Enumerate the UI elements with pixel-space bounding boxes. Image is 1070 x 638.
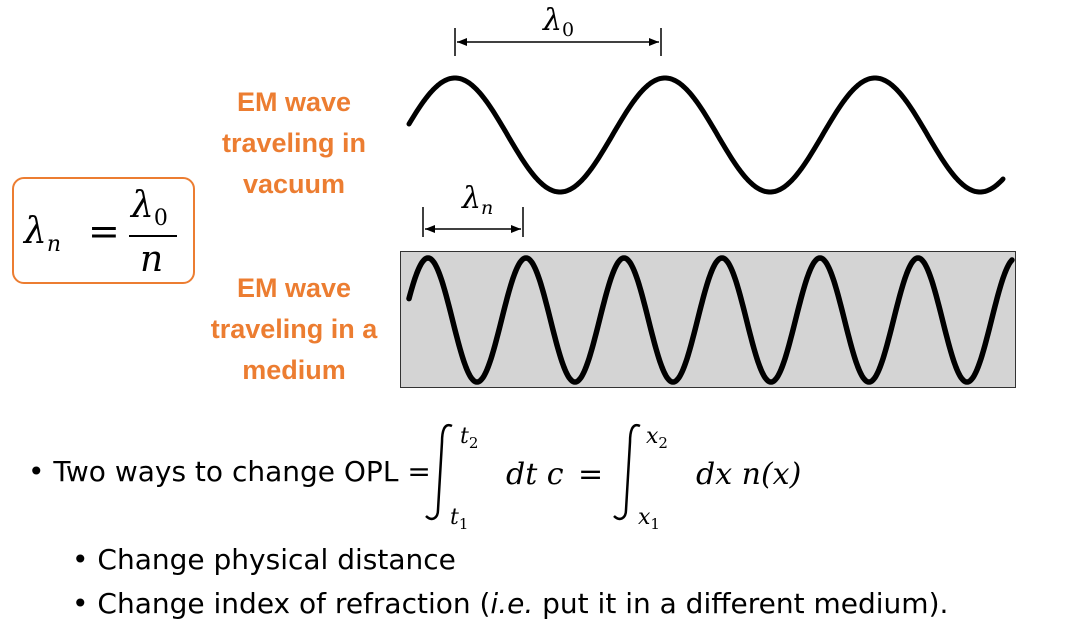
sub-bullet-physical-distance: • Change physical distance [72, 543, 456, 576]
formula-lhs-base: λ [24, 211, 47, 252]
vacuum-wave-label: EM wave traveling in vacuum [196, 82, 392, 205]
integral2-lower-limit: x1 [638, 505, 660, 530]
vacuum-wave [406, 75, 1006, 195]
vacuum-label-line-1: EM wave [236, 87, 352, 117]
integral-sign-1 [425, 423, 453, 521]
sub-bullet-text-after: put it in a different medium). [533, 587, 949, 620]
formula-lhs: λn [24, 211, 61, 257]
formula-numerator: λ0 [131, 185, 168, 231]
integral-sign-2 [613, 423, 641, 521]
medium-arrowhead-left [425, 225, 435, 233]
vacuum-arrowhead-right [649, 38, 659, 46]
integral1-upper-limit: t2 [460, 424, 478, 452]
medium-wave-diagram: λn [400, 185, 1016, 388]
medium-label-line-2: traveling in a [210, 314, 378, 344]
integrand-1: dt c [506, 457, 564, 492]
medium-arrowhead-right [511, 225, 521, 233]
medium-label-line-3: medium [242, 355, 346, 385]
formula-numerator-base: λ [131, 185, 154, 226]
equals-sign: = [578, 457, 603, 492]
integral2-upper-limit: x2 [646, 424, 668, 452]
medium-wave-label: EM wave traveling in a medium [196, 268, 392, 391]
sub-bullet-text-before: Change index of refraction ( [97, 587, 491, 620]
formula-lhs-sub: n [46, 232, 61, 258]
opl-integral-expression: t2 t1 dt c = x2 x1 dx n(x) [425, 423, 801, 530]
medium-wave [406, 255, 1015, 385]
integral1-lower-limit: t1 [450, 505, 468, 530]
opl-bullet: • Two ways to change OPL = [28, 455, 431, 488]
vacuum-wavelength-label: λ0 [542, 3, 574, 41]
formula-numerator-sub: 0 [153, 206, 168, 232]
formula-equals: = [88, 209, 120, 253]
formula-denominator: n [140, 239, 164, 280]
vacuum-label-line-3: vacuum [242, 169, 346, 199]
medium-label-line-1: EM wave [236, 273, 352, 303]
medium-region [400, 251, 1016, 388]
sub-bullet-italic-ie: i.e. [490, 587, 534, 620]
sub-bullet-marker: • [72, 587, 89, 620]
sub-bullet-text: Change physical distance [97, 543, 456, 576]
vacuum-wave-diagram: λ0 [406, 3, 1006, 195]
vacuum-arrowhead-left [457, 38, 467, 46]
sub-bullet-marker: • [72, 543, 89, 576]
vacuum-label-line-2: traveling in [221, 128, 367, 158]
wavelength-formula-box: λn = λ0 n [12, 177, 195, 284]
integrand-2: dx n(x) [696, 457, 801, 492]
sub-bullet-index-of-refraction: • Change index of refraction (i.e. put i… [72, 587, 948, 620]
medium-wavelength-label: λn [461, 185, 493, 219]
fraction-bar [129, 235, 177, 237]
